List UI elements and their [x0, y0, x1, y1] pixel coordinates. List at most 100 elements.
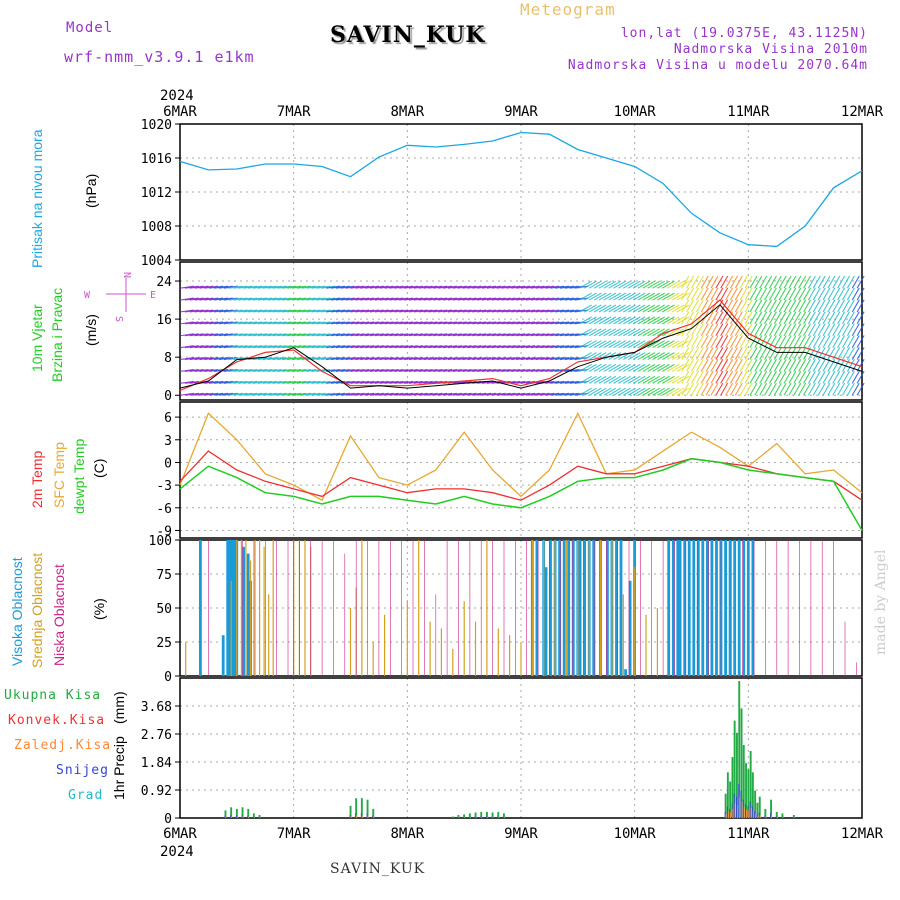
precip-frozen-bar: [746, 809, 747, 818]
wind-barb: [501, 309, 516, 313]
low-cloud-bar: [469, 540, 471, 676]
wind-barb: [803, 299, 811, 313]
wind-barb: [413, 285, 428, 289]
precip-frozen-bar: [752, 811, 754, 818]
cloud-ylabel-low: Niska Oblacnost: [51, 564, 67, 666]
wind-barb: [209, 321, 224, 325]
wind-barb: [252, 368, 267, 372]
wind-barb: [564, 309, 579, 313]
precip-bar: [775, 811, 778, 818]
wind-barb: [355, 333, 370, 337]
year-bottom: 2024: [160, 844, 194, 860]
lonlat-text: lon,lat (19.0375E, 43.1125N): [620, 26, 868, 41]
wind-barb: [603, 316, 617, 325]
wind-barb: [477, 368, 492, 372]
year-top: 2024: [160, 88, 194, 104]
wind-barb: [676, 363, 690, 372]
mid-cloud-bar: [600, 540, 602, 676]
wind-barb: [204, 285, 219, 289]
wind-barb: [666, 280, 680, 289]
wind-barb: [506, 321, 521, 325]
wind-barb: [218, 285, 233, 289]
wind-barb: [734, 347, 743, 360]
wind-barb: [671, 304, 685, 313]
wind-barb: [773, 347, 782, 360]
precip-frozen-bar: [755, 813, 757, 818]
wind-barb: [306, 333, 321, 337]
high-cloud-bar: [578, 540, 582, 676]
wind-barb: [399, 333, 414, 337]
wind-barb: [827, 299, 836, 313]
precip-frozen-bar: [743, 807, 745, 818]
wind-barb: [710, 311, 719, 325]
wind-barb: [467, 333, 482, 337]
wind-barb: [856, 311, 865, 325]
wind-barb: [184, 297, 199, 301]
precip-frozen-bar: [231, 816, 233, 818]
wind-barb: [326, 297, 341, 301]
wind-barb: [739, 275, 748, 289]
wind-barb: [223, 345, 238, 349]
wind-barb: [803, 382, 811, 396]
wind-barb: [189, 309, 204, 313]
wind-barb: [384, 285, 399, 289]
wind-barb: [218, 392, 233, 396]
precip-snow-bar: [503, 816, 504, 818]
wind-barb: [729, 299, 738, 313]
wind-barb: [768, 370, 777, 384]
high-cloud-bar: [221, 635, 225, 676]
wind-barb: [603, 375, 617, 384]
wind-barb: [535, 333, 550, 337]
wind-barb: [798, 382, 807, 396]
wind-barb: [754, 382, 763, 396]
wind-barb: [783, 275, 792, 289]
wind-barb: [807, 299, 816, 313]
wind-barb: [584, 352, 597, 361]
wind-barb: [350, 368, 365, 372]
wind-barb: [593, 304, 607, 313]
wind-barb: [228, 368, 243, 372]
wind-barb: [413, 333, 428, 337]
mid-cloud-bar: [418, 540, 420, 676]
wind-barb: [676, 304, 690, 313]
precip-frozen-bar: [741, 801, 743, 818]
wind-barb: [496, 321, 511, 325]
wind-barb: [525, 321, 540, 325]
high-cloud-bar: [751, 540, 755, 676]
precip-frozen-bar: [730, 812, 731, 818]
wind-barb: [535, 285, 550, 289]
wind-barb: [632, 375, 646, 384]
wind-barb: [462, 357, 477, 361]
wind-barb: [671, 280, 685, 289]
mid-cloud-bar: [263, 546, 265, 676]
wind-barb: [467, 321, 482, 325]
wind-barb: [613, 328, 626, 337]
wind-barb: [807, 311, 816, 325]
wind-barb: [194, 345, 209, 349]
wind-barb: [666, 352, 680, 361]
wind-barb: [394, 368, 409, 372]
wind-barb: [384, 380, 399, 384]
wind-barb: [832, 287, 841, 301]
wind-barb: [462, 333, 477, 337]
wind-barb: [530, 357, 545, 361]
ytick-label: 25: [156, 636, 172, 651]
mid-cloud-bar: [634, 567, 636, 676]
wind-barb: [516, 333, 531, 337]
wind-barb: [516, 392, 531, 396]
high-cloud-bar: [687, 540, 691, 676]
wind-barb: [754, 311, 763, 325]
wind-barb: [559, 357, 574, 361]
wind-barb: [545, 357, 560, 361]
wind-barb: [379, 309, 394, 313]
precip-snow-bar: [758, 812, 760, 818]
wind-barb: [705, 323, 714, 337]
wind-barb: [428, 345, 443, 349]
ytick-label: 1004: [141, 254, 172, 269]
mid-cloud-bar: [429, 621, 431, 676]
wind-barb: [399, 309, 414, 313]
wind-barb: [179, 333, 194, 337]
mid-cloud-bar: [497, 628, 499, 676]
wind-barb: [223, 309, 238, 313]
wind-barb: [447, 345, 462, 349]
